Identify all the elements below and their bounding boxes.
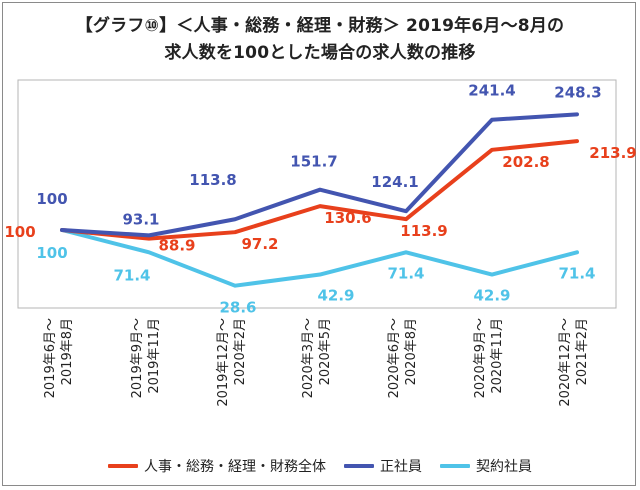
x-tick-label: 2020年11月 (490, 318, 505, 394)
series-line-total (60, 139, 579, 241)
data-label-contract: 42.9 (317, 287, 354, 305)
x-tick-label: 2019年9月～ (130, 318, 145, 398)
data-label-total: 88.9 (158, 237, 195, 255)
data-label-contract: 100 (36, 244, 67, 262)
x-tick-label: 2020年2月 (233, 318, 248, 385)
x-tick-label: 2020年6月～ (387, 318, 402, 398)
data-label-regular: 113.8 (189, 171, 236, 189)
data-label-total: 113.9 (400, 222, 447, 240)
plot-area (17, 79, 617, 309)
x-tick-label: 2021年2月 (575, 318, 590, 385)
x-tick-label: 2020年8月 (404, 318, 419, 385)
data-label-regular: 248.3 (554, 83, 601, 101)
legend-label-regular: 正社員 (380, 459, 422, 475)
legend-swatch-regular (344, 464, 374, 468)
x-tick-label: 2020年3月～ (301, 318, 316, 398)
legend-swatch-total (108, 464, 138, 468)
series-line-regular (60, 112, 579, 238)
legend-item-regular: 正社員 (344, 456, 422, 476)
data-label-regular: 241.4 (468, 82, 515, 100)
data-label-contract: 71.4 (113, 266, 150, 284)
x-tick-label: 2019年6月～ (43, 318, 58, 398)
data-label-contract: 71.4 (387, 264, 424, 282)
chart-title-line2: 求人数を100とした場合の求人数の推移 (164, 43, 476, 63)
x-tick-label: 2020年9月～ (473, 318, 488, 398)
x-tick-label: 2019年12月～ (216, 318, 231, 407)
data-label-contract: 71.4 (558, 264, 595, 282)
chart-legend: 人事・総務・経理・財務全体 正社員 契約社員 (0, 456, 640, 476)
x-tick-label: 2019年8月 (60, 318, 75, 385)
data-label-total: 100 (4, 223, 35, 241)
data-label-total: 130.6 (324, 209, 371, 227)
legend-label-contract: 契約社員 (476, 459, 532, 475)
legend-item-contract: 契約社員 (440, 456, 532, 476)
data-label-contract: 28.6 (219, 299, 256, 317)
x-tick-label: 2020年12月～ (558, 318, 573, 407)
data-label-contract: 42.9 (473, 287, 510, 305)
series-line-contract (60, 228, 579, 288)
legend-item-total: 人事・総務・経理・財務全体 (108, 456, 326, 476)
data-label-total: 213.9 (589, 144, 636, 162)
chart-frame (2, 2, 636, 486)
data-label-total: 97.2 (241, 235, 278, 253)
x-tick-label: 2019年11月 (147, 318, 162, 394)
legend-label-total: 人事・総務・経理・財務全体 (144, 459, 326, 475)
legend-swatch-contract (440, 464, 470, 468)
data-label-regular: 93.1 (122, 210, 159, 228)
data-label-regular: 124.1 (371, 173, 418, 191)
x-tick-label: 2020年5月 (318, 318, 333, 385)
data-label-regular: 151.7 (290, 153, 337, 171)
data-label-total: 202.8 (502, 153, 549, 171)
chart-title-line1: 【グラフ⑩】＜人事・総務・経理・財務＞ 2019年6月～8月の (75, 16, 565, 36)
data-label-regular: 100 (36, 190, 67, 208)
